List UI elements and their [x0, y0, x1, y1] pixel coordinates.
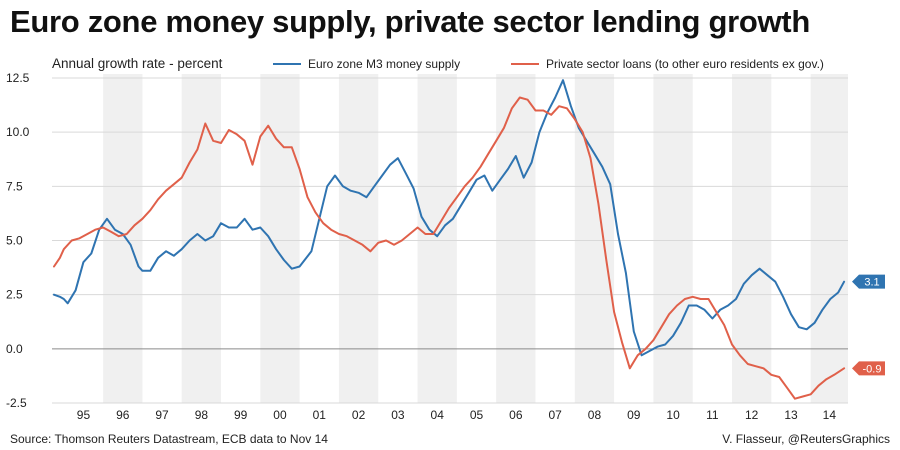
shaded-band-2004: [417, 74, 457, 403]
x-tick-label: 08: [588, 408, 602, 422]
y-tick-label: 5.0: [6, 234, 23, 248]
y-tick-label: 10.0: [6, 125, 30, 139]
x-tick-label: 10: [666, 408, 680, 422]
series-line-1: [53, 96, 846, 400]
shaded-band-2012: [732, 74, 772, 403]
x-tick-label: 98: [195, 408, 209, 422]
y-tick-label: 2.5: [6, 288, 23, 302]
x-tick-label: 05: [470, 408, 484, 422]
source-note: Source: Thomson Reuters Datastream, ECB …: [10, 432, 328, 446]
x-tick-label: 13: [784, 408, 798, 422]
y-tick-label: 7.5: [6, 179, 23, 193]
shaded-band-1996: [103, 74, 143, 403]
x-axis-ticks: 95 96 97 98 99 00 01 02 03 04 05 06 07 08 09 10 11 12 13 14: [77, 408, 837, 422]
credit-note: V. Flasseur, @ReutersGraphics: [722, 432, 890, 446]
x-tick-label: 12: [745, 408, 759, 422]
end-badge-0: [852, 274, 885, 289]
x-tick-label: 02: [352, 408, 366, 422]
shaded-band-2008: [574, 74, 615, 403]
shaded-year-bands: [103, 74, 848, 403]
y-axis-ticks: -2.5 0.0 2.5 5.0 7.5 10.0 12.5: [6, 71, 30, 410]
x-tick-label: 99: [234, 408, 248, 422]
shaded-band-2010: [653, 74, 693, 403]
x-tick-label: 14: [823, 408, 837, 422]
series-line-0: [53, 79, 846, 357]
end-badge-label-0: 3.1: [864, 277, 879, 289]
end-badge-1: [852, 361, 885, 376]
x-tick-label: 04: [431, 408, 445, 422]
x-tick-label: 03: [391, 408, 405, 422]
shaded-band-2014: [810, 74, 848, 403]
series-lines: [53, 79, 846, 400]
x-tick-label: 00: [273, 408, 287, 422]
y-tick-label: 0.0: [6, 342, 23, 356]
x-tick-label: 07: [548, 408, 562, 422]
legend-label-1: Private sector loans (to other euro resi…: [546, 57, 824, 71]
x-tick-label: 11: [706, 408, 719, 422]
y-tick-label: -2.5: [6, 396, 27, 410]
chart-title: Euro zone money supply, private sector l…: [10, 4, 810, 39]
end-value-badges: 3.1 -0.9: [852, 274, 885, 376]
legend: Euro zone M3 money supply Private sector …: [273, 57, 824, 71]
x-tick-label: 96: [116, 408, 130, 422]
gridlines: [52, 77, 848, 404]
x-tick-label: 09: [627, 408, 641, 422]
end-badge-label-1: -0.9: [863, 363, 882, 375]
x-tick-label: 97: [155, 408, 169, 422]
legend-label-0: Euro zone M3 money supply: [308, 57, 460, 71]
x-tick-label: 06: [509, 408, 523, 422]
shaded-band-2002: [338, 74, 379, 403]
shaded-band-2000: [260, 74, 300, 403]
shaded-band-2006: [496, 74, 536, 403]
x-tick-label: 95: [77, 408, 91, 422]
x-tick-label: 01: [313, 408, 327, 422]
y-axis-label: Annual growth rate - percent: [52, 56, 223, 71]
y-tick-label: 12.5: [6, 71, 30, 85]
